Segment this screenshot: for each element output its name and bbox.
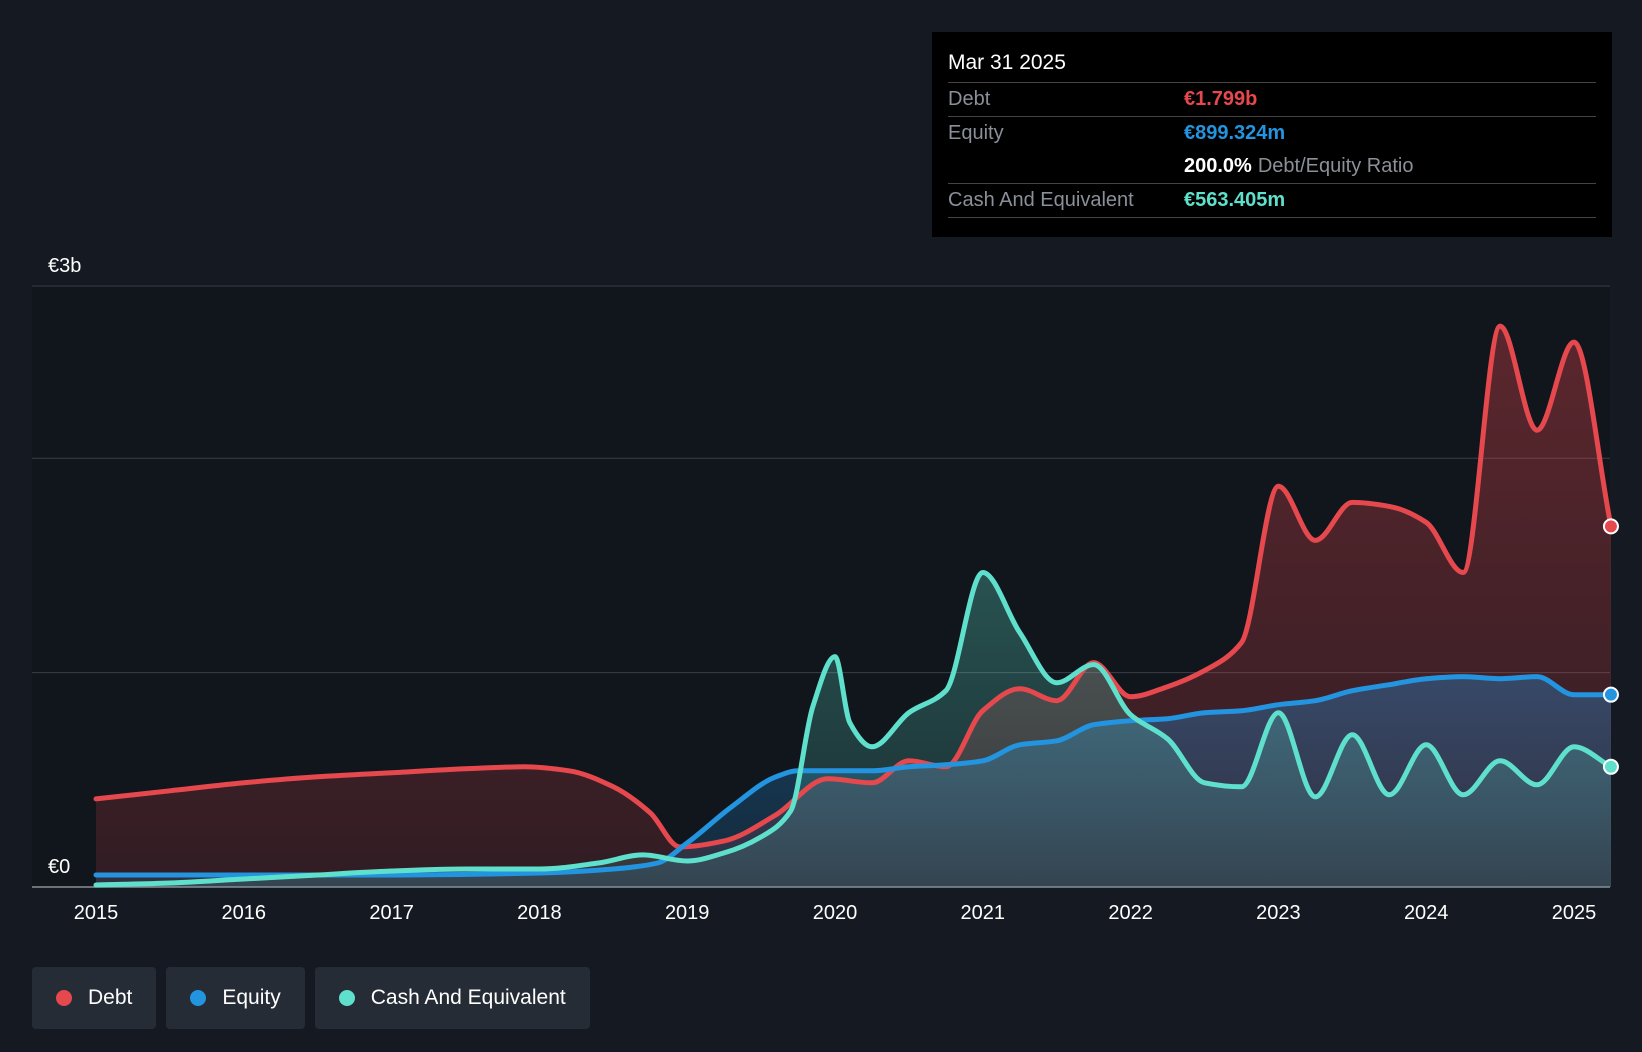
- x-tick-label: 2025: [1552, 902, 1597, 924]
- tooltip-cash-label: Cash And Equivalent: [948, 189, 1134, 211]
- x-tick-label: 2024: [1404, 902, 1449, 924]
- marker-cash: [1602, 758, 1619, 775]
- x-tick-label: 2017: [369, 902, 414, 924]
- marker-equity: [1602, 686, 1619, 703]
- chart-legend: Debt Equity Cash And Equivalent: [32, 967, 590, 1029]
- series-end-markers: [1602, 518, 1619, 775]
- y-axis: €0 €3b: [48, 255, 81, 878]
- tooltip-debt-value: €1.799b: [1184, 88, 1258, 110]
- line-equity: [93, 674, 1614, 878]
- x-tick-label: 2015: [74, 902, 119, 924]
- legend-item-equity[interactable]: Equity: [166, 967, 305, 1029]
- tooltip-cash-value: €563.405m: [1184, 189, 1286, 211]
- x-tick-label: 2019: [665, 902, 710, 924]
- tooltip-equity-value: €899.324m: [1184, 122, 1286, 144]
- legend-label-cash: Cash And Equivalent: [370, 986, 566, 1009]
- x-tick-label: 2022: [1108, 902, 1153, 924]
- x-tick-label: 2016: [222, 902, 267, 924]
- legend-item-cash[interactable]: Cash And Equivalent: [314, 967, 590, 1029]
- tooltip-equity-label: Equity: [948, 122, 1004, 144]
- legend-dot-debt-icon: [56, 990, 72, 1006]
- tooltip-panel: Mar 31 2025 Debt €1.799b Equity €899.324…: [932, 32, 1612, 237]
- x-tick-label: 2021: [961, 902, 1006, 924]
- tooltip-date: Mar 31 2025: [948, 46, 1596, 83]
- x-tick-label: 2020: [813, 902, 858, 924]
- tooltip-cash-row: Cash And Equivalent €563.405m: [948, 184, 1596, 218]
- x-axis: 2015 2016 2017 2018 2019 2020 2021 2022 2023 2024…: [74, 902, 1597, 924]
- y-tick-label: €3b: [48, 255, 81, 277]
- line-debt: [93, 323, 1614, 850]
- y-tick-label: €0: [48, 856, 70, 878]
- x-tick-label: 2018: [517, 902, 562, 924]
- x-tick-label: 2023: [1256, 902, 1301, 924]
- legend-item-debt[interactable]: Debt: [32, 967, 157, 1029]
- line-cash: [93, 570, 1614, 888]
- tooltip-ratio-value: 200.0%: [1184, 155, 1252, 177]
- tooltip-ratio-row: 200.0% Debt/Equity Ratio: [948, 150, 1596, 184]
- tooltip-debt-row: Debt €1.799b: [948, 83, 1596, 117]
- tooltip-debt-label: Debt: [948, 88, 991, 110]
- tooltip-ratio-label: Debt/Equity Ratio: [1257, 155, 1414, 177]
- legend-dot-equity-icon: [190, 990, 207, 1006]
- legend-label-equity: Equity: [222, 986, 281, 1009]
- legend-dot-cash-icon: [338, 990, 355, 1006]
- marker-debt: [1602, 518, 1619, 535]
- series-lines: [93, 323, 1614, 888]
- tooltip-equity-row: Equity €899.324m: [948, 117, 1596, 150]
- legend-label-debt: Debt: [88, 986, 133, 1009]
